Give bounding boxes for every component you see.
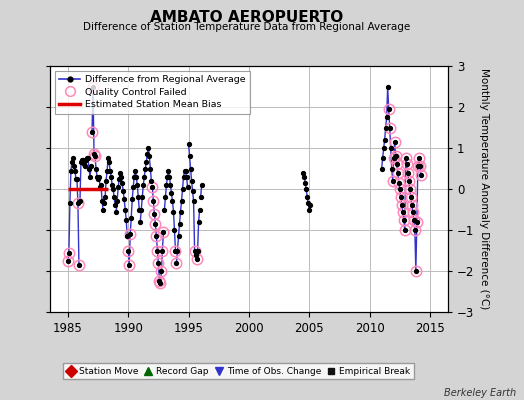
Y-axis label: Monthly Temperature Anomaly Difference (°C): Monthly Temperature Anomaly Difference (…	[478, 68, 488, 310]
Text: Berkeley Earth: Berkeley Earth	[444, 388, 516, 398]
Text: AMBATO AEROPUERTO: AMBATO AEROPUERTO	[150, 10, 343, 25]
Legend: Station Move, Record Gap, Time of Obs. Change, Empirical Break: Station Move, Record Gap, Time of Obs. C…	[63, 363, 414, 380]
Legend: Difference from Regional Average, Quality Control Failed, Estimated Station Mean: Difference from Regional Average, Qualit…	[54, 71, 250, 114]
Text: Difference of Station Temperature Data from Regional Average: Difference of Station Temperature Data f…	[83, 22, 410, 32]
